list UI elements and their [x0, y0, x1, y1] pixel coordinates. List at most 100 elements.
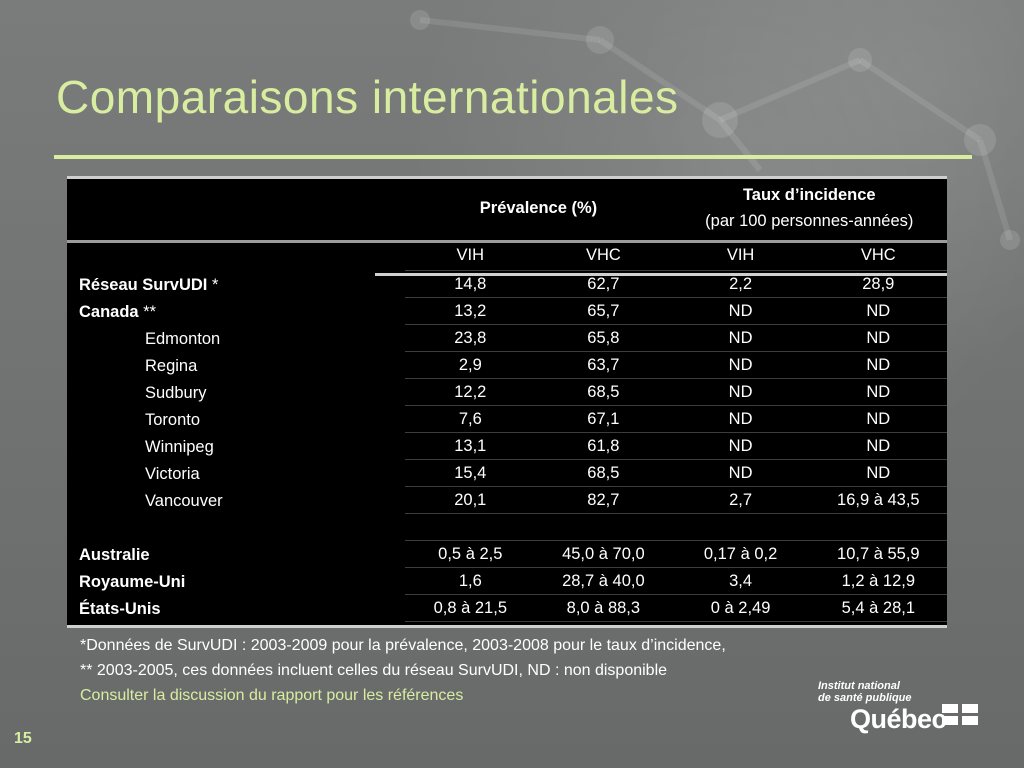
- table-row: Canada ** 13,2 65,7 ND ND: [67, 298, 947, 325]
- cell-vih-prevalence: 13,2: [405, 298, 535, 325]
- col-header-vih-prevalence: VIH: [405, 240, 535, 271]
- logo-line-1: Institut national: [818, 680, 988, 692]
- column-header-row: VIH VHC VIH VHC: [67, 240, 947, 271]
- cell-vhc-prevalence: 82,7: [535, 487, 671, 514]
- row-label-text: Regina: [145, 357, 197, 375]
- slide-title: Comparaisons internationales: [56, 70, 679, 124]
- cell-vih-prevalence: 0,5 à 2,5: [405, 541, 535, 568]
- table-row: Regina 2,9 63,7 ND ND: [67, 352, 947, 379]
- table-row: Royaume-Uni 1,6 28,7 à 40,0 3,4 1,2 à 12,9: [67, 568, 947, 595]
- row-label: États-Unis: [67, 595, 405, 622]
- cell-vih-prevalence: 0,8 à 21,5: [405, 595, 535, 622]
- footnote-1: *Données de SurvUDI : 2003-2009 pour la …: [80, 633, 726, 658]
- row-label-text: Vancouver: [145, 492, 223, 510]
- cell-vih-prevalence: 13,1: [405, 433, 535, 460]
- cell-vih-incidence: ND: [672, 406, 810, 433]
- cell-vhc-incidence: ND: [810, 352, 947, 379]
- table-row: Victoria 15,4 68,5 ND ND: [67, 460, 947, 487]
- cell-vhc-prevalence: 65,8: [535, 325, 671, 352]
- page-number: 15: [14, 730, 32, 748]
- table-subheader-rule: [375, 273, 947, 276]
- row-label: Australie: [67, 541, 405, 568]
- row-label: Canada **: [67, 298, 405, 325]
- cell-vih-prevalence: 2,9: [405, 352, 535, 379]
- row-label: Réseau SurvUDI *: [67, 271, 405, 298]
- cell-vhc-prevalence: 63,7: [535, 352, 671, 379]
- cell-vhc-prevalence: 65,7: [535, 298, 671, 325]
- cell-vih-incidence: ND: [672, 460, 810, 487]
- row-label: Vancouver: [67, 487, 405, 514]
- table-row: Sudbury 12,2 68,5 ND ND: [67, 379, 947, 406]
- cell-vhc-prevalence: 68,5: [535, 460, 671, 487]
- row-label: Winnipeg: [67, 433, 405, 460]
- prevalence-header-label: Prévalence (%): [480, 199, 597, 217]
- cell-vhc-prevalence: 68,5: [535, 379, 671, 406]
- table-row: Winnipeg 13,1 61,8 ND ND: [67, 433, 947, 460]
- cell-vhc-prevalence: 67,1: [535, 406, 671, 433]
- cell-vih-prevalence: 20,1: [405, 487, 535, 514]
- row-label-text: Canada: [79, 303, 139, 321]
- table-header-rule: [67, 240, 947, 243]
- cell-vih-prevalence: 1,6: [405, 568, 535, 595]
- title-underline: [54, 155, 972, 159]
- group-header-row: Prévalence (%) Taux d’incidence (par 100…: [67, 176, 947, 240]
- row-label-text: États-Unis: [79, 600, 161, 618]
- cell-vhc-prevalence: 45,0 à 70,0: [535, 541, 671, 568]
- row-label-mark: *: [207, 276, 218, 294]
- fleur-de-lys-flag-icon: [942, 702, 980, 724]
- cell-vhc-incidence: 16,9 à 43,5: [810, 487, 947, 514]
- cell-vih-incidence: ND: [672, 433, 810, 460]
- cell-vhc-incidence: ND: [810, 406, 947, 433]
- row-label-text: Sudbury: [145, 384, 206, 402]
- incidence-header-sub: (par 100 personnes-années): [672, 211, 947, 231]
- row-label: Toronto: [67, 406, 405, 433]
- cell-vih-incidence: ND: [672, 298, 810, 325]
- footnote-2: ** 2003-2005, ces données incluent celle…: [80, 658, 726, 683]
- cell-vhc-prevalence: 28,7 à 40,0: [535, 568, 671, 595]
- cell-vhc-incidence: ND: [810, 325, 947, 352]
- references-link[interactable]: Consulter la discussion du rapport pour …: [80, 683, 726, 708]
- comparison-table: Prévalence (%) Taux d’incidence (par 100…: [67, 176, 947, 628]
- footnotes: *Données de SurvUDI : 2003-2009 pour la …: [80, 633, 726, 708]
- cell-vih-incidence: 2,7: [672, 487, 810, 514]
- spacer-row: [67, 514, 947, 541]
- cell-vhc-incidence: 10,7 à 55,9: [810, 541, 947, 568]
- col-header-vih-incidence: VIH: [672, 240, 810, 271]
- cell-vhc-incidence: 1,2 à 12,9: [810, 568, 947, 595]
- cell-vhc-incidence: ND: [810, 298, 947, 325]
- header-empty-cell: [67, 176, 405, 240]
- cell-vih-prevalence: 12,2: [405, 379, 535, 406]
- cell-vhc-incidence: ND: [810, 379, 947, 406]
- row-label: Royaume-Uni: [67, 568, 405, 595]
- cell-vih-incidence: ND: [672, 352, 810, 379]
- table-row: Edmonton 23,8 65,8 ND ND: [67, 325, 947, 352]
- row-label: Edmonton: [67, 325, 405, 352]
- cell-vih-incidence: 3,4: [672, 568, 810, 595]
- cell-vih-incidence: 0,17 à 0,2: [672, 541, 810, 568]
- incidence-header-title: Taux d’incidence: [672, 185, 947, 205]
- prevalence-header: Prévalence (%): [405, 176, 671, 240]
- row-label-text: Victoria: [145, 465, 200, 483]
- cell-vhc-incidence: 5,4 à 28,1: [810, 595, 947, 622]
- cell-vhc-incidence: ND: [810, 460, 947, 487]
- row-label-text: Toronto: [145, 411, 200, 429]
- header-empty-cell: [67, 240, 405, 271]
- cell-vhc-incidence: ND: [810, 433, 947, 460]
- row-label: Sudbury: [67, 379, 405, 406]
- row-label-mark: **: [139, 303, 156, 321]
- row-label-text: Australie: [79, 546, 150, 564]
- table-bottom-rule: [67, 625, 947, 628]
- row-label-text: Royaume-Uni: [79, 573, 185, 591]
- table-row: Vancouver 20,1 82,7 2,7 16,9 à 43,5: [67, 487, 947, 514]
- table-top-rule: [67, 176, 947, 179]
- cell-vhc-prevalence: 61,8: [535, 433, 671, 460]
- table-row: Toronto 7,6 67,1 ND ND: [67, 406, 947, 433]
- inspq-logo: Institut national de santé publique Québ…: [818, 680, 988, 730]
- cell-vih-prevalence: 15,4: [405, 460, 535, 487]
- row-label: Regina: [67, 352, 405, 379]
- row-label-text: Winnipeg: [145, 438, 214, 456]
- row-label-text: Réseau SurvUDI: [79, 276, 207, 294]
- col-header-vhc-prevalence: VHC: [535, 240, 671, 271]
- cell-vih-incidence: ND: [672, 325, 810, 352]
- cell-vih-incidence: ND: [672, 379, 810, 406]
